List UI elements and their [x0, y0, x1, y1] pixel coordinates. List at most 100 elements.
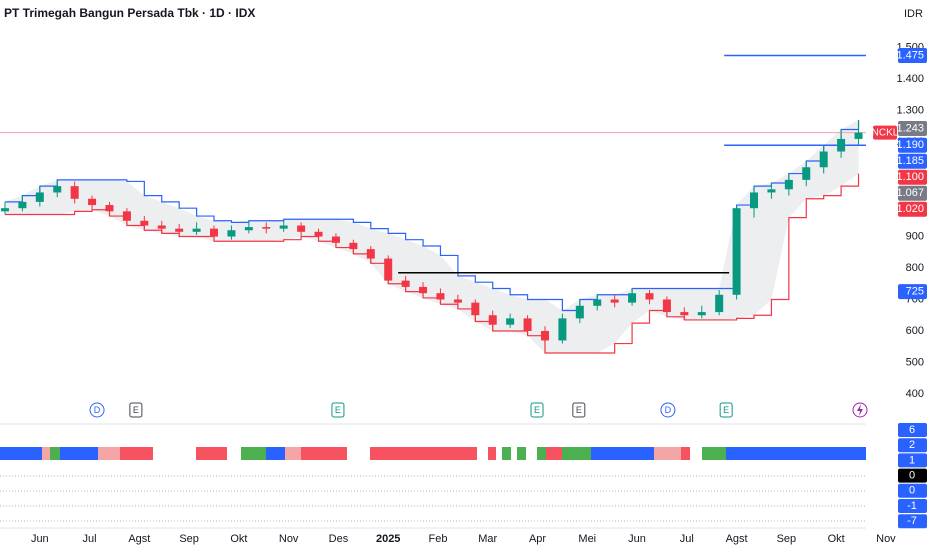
indicator-label: 1	[909, 454, 915, 466]
y-tick-label: 400	[906, 388, 924, 400]
candle-body	[488, 315, 497, 325]
indicator-label-bg	[898, 514, 927, 529]
event-marker	[660, 402, 676, 418]
price-label-bg	[898, 48, 927, 64]
y-tick-label: 800	[906, 262, 924, 274]
symbol-label: NCKL	[872, 127, 899, 138]
candle-body	[244, 227, 253, 231]
candle-body	[453, 299, 462, 303]
x-tick-label: Sep	[777, 533, 797, 545]
currency: IDR	[904, 8, 923, 20]
event-marker	[89, 402, 105, 418]
candle-body	[540, 330, 549, 341]
price-label-bg	[898, 169, 927, 185]
price-label-bg	[898, 185, 927, 201]
x-tick-label: Sep	[179, 533, 199, 545]
candle-body	[680, 312, 689, 316]
candle-body	[575, 305, 584, 319]
x-tick-label: 2025	[376, 533, 400, 545]
indicator-strip	[0, 447, 866, 522]
x-tick-label: Mar	[478, 533, 497, 545]
candle-body	[157, 225, 166, 229]
candle-body	[715, 294, 724, 313]
y-tick-label: 600	[906, 325, 924, 337]
event-marker	[572, 402, 586, 418]
indicator-label-bg	[898, 438, 927, 453]
candle-body	[819, 151, 828, 168]
price-label: 1.020	[896, 203, 924, 215]
event-label: D	[665, 405, 672, 415]
event-label: E	[335, 405, 341, 415]
lightning-marker	[852, 402, 868, 418]
x-tick-label: Nov	[279, 533, 299, 545]
candle-body	[750, 192, 759, 209]
indicator-label: -7	[907, 515, 917, 527]
candle-body	[227, 230, 236, 237]
indicator-label-bg	[898, 483, 927, 498]
y-tick-label: 900	[906, 230, 924, 242]
x-tick-label: Feb	[428, 533, 447, 545]
candle-body	[0, 208, 9, 212]
price-label: 1.100	[896, 171, 924, 183]
indicator-label: 0	[909, 485, 915, 497]
indicator-label: -1	[907, 500, 917, 512]
price-label-bg	[898, 201, 927, 217]
candle-body	[732, 208, 741, 295]
price-label: 1.475	[896, 49, 924, 61]
price-label: 725	[906, 286, 924, 298]
x-tick-label: Jul	[83, 533, 97, 545]
price-label-bg	[898, 121, 927, 137]
x-tick-label: Agst	[726, 533, 748, 545]
candle-body	[401, 280, 410, 287]
event-label: E	[534, 405, 540, 415]
candle-body	[122, 211, 131, 221]
candle-body	[140, 220, 149, 226]
candle-body	[628, 293, 637, 303]
indicator-label-bg	[898, 423, 927, 437]
y-tick-label: 1.400	[896, 73, 924, 85]
indicator-label-bg	[898, 468, 927, 483]
price-label: 1.185	[896, 155, 924, 167]
price-label: 1.067	[896, 187, 924, 199]
x-tick-label: Jul	[680, 533, 694, 545]
price-label-bg	[898, 284, 927, 300]
candle-body	[210, 228, 219, 237]
y-tick-label: 500	[906, 356, 924, 368]
candle-body	[506, 318, 515, 325]
candle-body	[471, 302, 480, 316]
x-tick-label: Mei	[578, 533, 596, 545]
candle-body	[35, 192, 44, 202]
event-label: D	[94, 405, 101, 415]
event-marker	[129, 402, 143, 418]
candle-body	[384, 258, 393, 281]
indicator-label: 6	[909, 424, 915, 436]
candle-body	[366, 249, 375, 259]
candle-body	[645, 293, 654, 300]
candle-body	[18, 201, 27, 209]
candle-body	[697, 312, 706, 316]
x-tick-label: Okt	[828, 533, 845, 545]
x-tick-label: Jun	[628, 533, 646, 545]
chart-title: PT Trimegah Bangun Persada Tbk · 1D · ID…	[4, 6, 255, 20]
candle-body	[802, 167, 811, 180]
x-tick-label: Agst	[128, 533, 150, 545]
candle-body	[854, 132, 863, 139]
indicator-label-bg	[898, 453, 927, 468]
price-label: 1.243	[896, 122, 924, 134]
event-label: E	[576, 405, 582, 415]
candle-body	[314, 231, 323, 237]
candle-body	[88, 198, 97, 206]
candle-body	[70, 186, 79, 199]
candle-body	[593, 299, 602, 306]
candle-body	[767, 189, 776, 193]
candle-body	[279, 225, 288, 229]
candle-body	[837, 138, 846, 152]
indicator-label: 2	[909, 439, 915, 451]
event-marker	[530, 402, 544, 418]
x-tick-label: Jun	[31, 533, 49, 545]
candle-body	[53, 186, 62, 193]
x-tick-label: Apr	[529, 533, 546, 545]
candle-body	[610, 299, 619, 303]
